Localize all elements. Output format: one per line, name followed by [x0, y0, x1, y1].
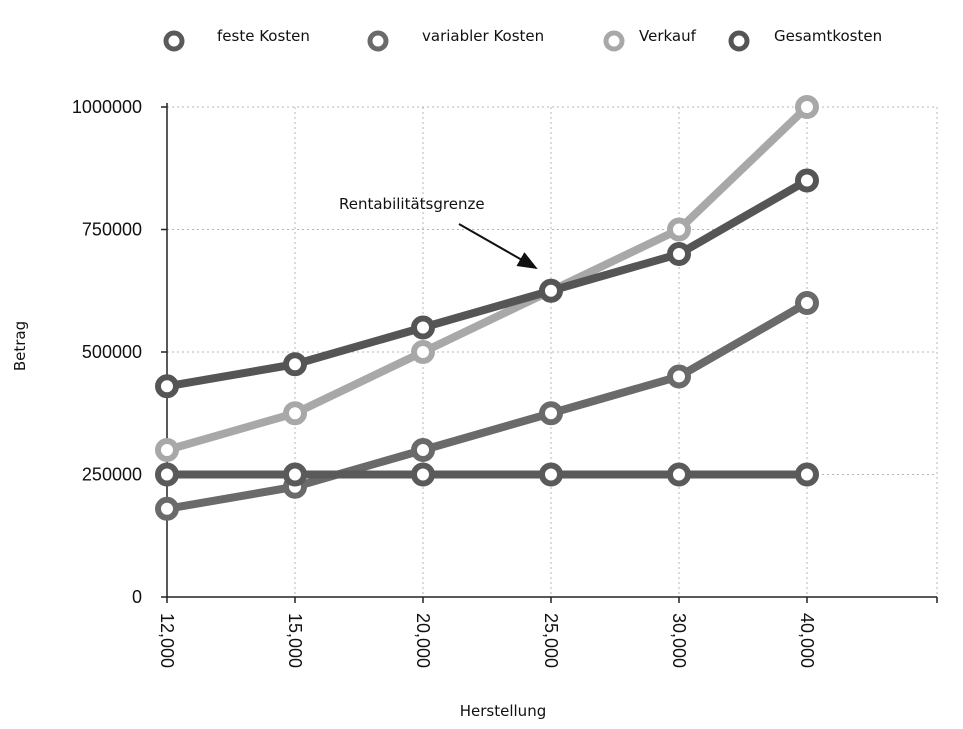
data-point: [155, 462, 179, 487]
data-point: [795, 291, 819, 315]
x-axis-title: Herstellung: [460, 702, 546, 720]
data-point: [155, 496, 179, 521]
x-tick-label: 30,000: [669, 613, 689, 668]
data-point: [667, 364, 691, 389]
data-point: [411, 438, 435, 462]
annotation: Rentabilitätsgrenze: [339, 195, 538, 269]
data-point: [539, 462, 563, 487]
series-variabler-kosten: [155, 291, 819, 521]
data-point: [795, 95, 819, 119]
x-tick-label: 20,000: [413, 613, 433, 668]
x-tick-label: 15,000: [285, 613, 305, 668]
data-point: [539, 401, 563, 426]
legend-label: Verkauf: [639, 27, 697, 45]
x-tick-label: 25,000: [541, 613, 561, 668]
y-tick-label: 500000: [82, 342, 142, 362]
data-point: [283, 352, 307, 377]
legend: feste Kosten variabler Kosten Verkauf Gesam…: [163, 27, 882, 52]
legend-marker: [603, 30, 625, 52]
series-line: [163, 176, 811, 391]
y-tick-label: 0: [132, 587, 142, 607]
data-point: [539, 278, 563, 303]
legend-item: Gesamtkosten: [728, 27, 882, 52]
data-point: [667, 217, 691, 242]
legend-label: feste Kosten: [217, 27, 310, 45]
series-layer: [155, 95, 819, 521]
annotation-label: Rentabilitätsgrenze: [339, 195, 485, 213]
legend-label: Gesamtkosten: [774, 27, 882, 45]
series-verkauf: [155, 95, 819, 462]
annotation-arrow: [458, 223, 538, 269]
legend-item: variabler Kosten: [367, 27, 544, 52]
grid: [166, 106, 938, 598]
data-point: [283, 401, 307, 426]
data-point: [155, 374, 179, 399]
axes: 0 250000 500000 750000 1000000 12,000 15,000 20…: [72, 97, 938, 668]
x-tick-label: 40,000: [797, 613, 817, 668]
legend-item: Verkauf: [603, 27, 697, 52]
data-point: [155, 438, 179, 462]
x-tick-label: 12,000: [157, 613, 177, 668]
data-point: [667, 242, 691, 266]
series-line: [163, 103, 811, 454]
data-point: [795, 462, 819, 487]
y-axis-title: Betrag: [11, 321, 29, 371]
data-point: [667, 462, 691, 487]
series-gesamtkosten: [155, 168, 819, 399]
y-tick-label: 1000000: [72, 97, 142, 117]
data-point: [411, 462, 435, 487]
legend-marker: [163, 30, 185, 52]
data-point: [411, 340, 435, 364]
series-feste-kosten: [155, 462, 819, 487]
legend-label: variabler Kosten: [422, 27, 544, 45]
legend-marker: [367, 30, 389, 52]
data-point: [283, 462, 307, 487]
legend-marker: [728, 30, 750, 52]
legend-item: feste Kosten: [163, 27, 310, 52]
y-tick-label: 750000: [82, 220, 142, 240]
y-tick-label: 250000: [82, 465, 142, 485]
data-point: [411, 315, 435, 340]
series-line: [163, 299, 811, 513]
data-point: [795, 168, 819, 193]
